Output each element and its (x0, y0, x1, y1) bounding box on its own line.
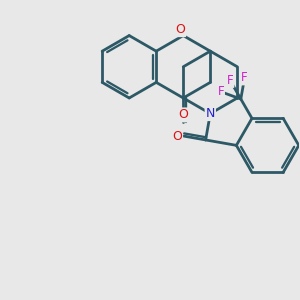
Text: F: F (227, 74, 233, 87)
Text: O: O (175, 23, 185, 36)
Text: O: O (172, 130, 182, 142)
Text: F: F (241, 71, 248, 84)
Text: F: F (218, 85, 224, 98)
Text: N: N (206, 107, 215, 120)
Text: O: O (178, 108, 188, 122)
